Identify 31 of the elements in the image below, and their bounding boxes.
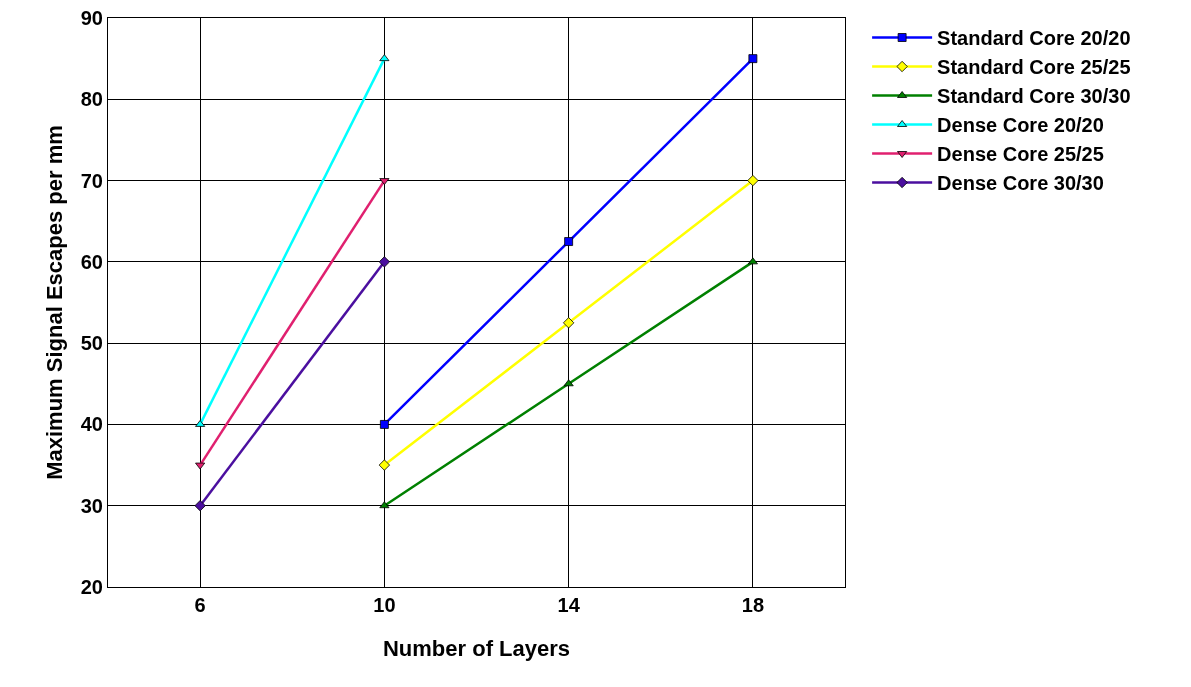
y-tick-label: 70 <box>80 169 103 192</box>
x-tick-label: 18 <box>741 594 765 616</box>
point <box>194 500 206 512</box>
x-tick-label: 10 <box>373 594 396 616</box>
point <box>563 379 574 387</box>
y-tick-label: 30 <box>80 494 103 517</box>
y-tick-label: 50 <box>80 332 103 355</box>
legend-label: Dense Core 30/30 <box>937 172 1104 195</box>
x-tick-label: 6 <box>194 594 206 616</box>
legend-label: Standard Core 30/30 <box>937 85 1131 108</box>
point <box>378 256 390 268</box>
legend-label: Standard Core 25/25 <box>937 56 1131 79</box>
legend-label: Dense Core 20/20 <box>937 114 1104 137</box>
y-tick-label: 60 <box>80 250 103 273</box>
point <box>564 237 574 246</box>
point <box>747 174 759 187</box>
point <box>378 459 390 471</box>
point <box>748 54 758 64</box>
y-tick-label: 40 <box>80 413 103 436</box>
point <box>747 257 758 265</box>
y-axis-title: Maximum Signal Escapes per mm <box>41 125 67 480</box>
y-tick-label: 80 <box>80 88 103 111</box>
x-tick-label: 14 <box>557 594 581 616</box>
x-axis-title: Number of Layers <box>382 635 571 661</box>
legend-label: Standard Core 20/20 <box>937 27 1131 50</box>
point <box>563 317 575 329</box>
y-tick-label: 20 <box>80 576 103 598</box>
legend-label: Dense Core 25/25 <box>937 143 1104 166</box>
y-tick-label: 90 <box>80 7 103 29</box>
point <box>379 420 389 429</box>
point <box>379 501 390 509</box>
